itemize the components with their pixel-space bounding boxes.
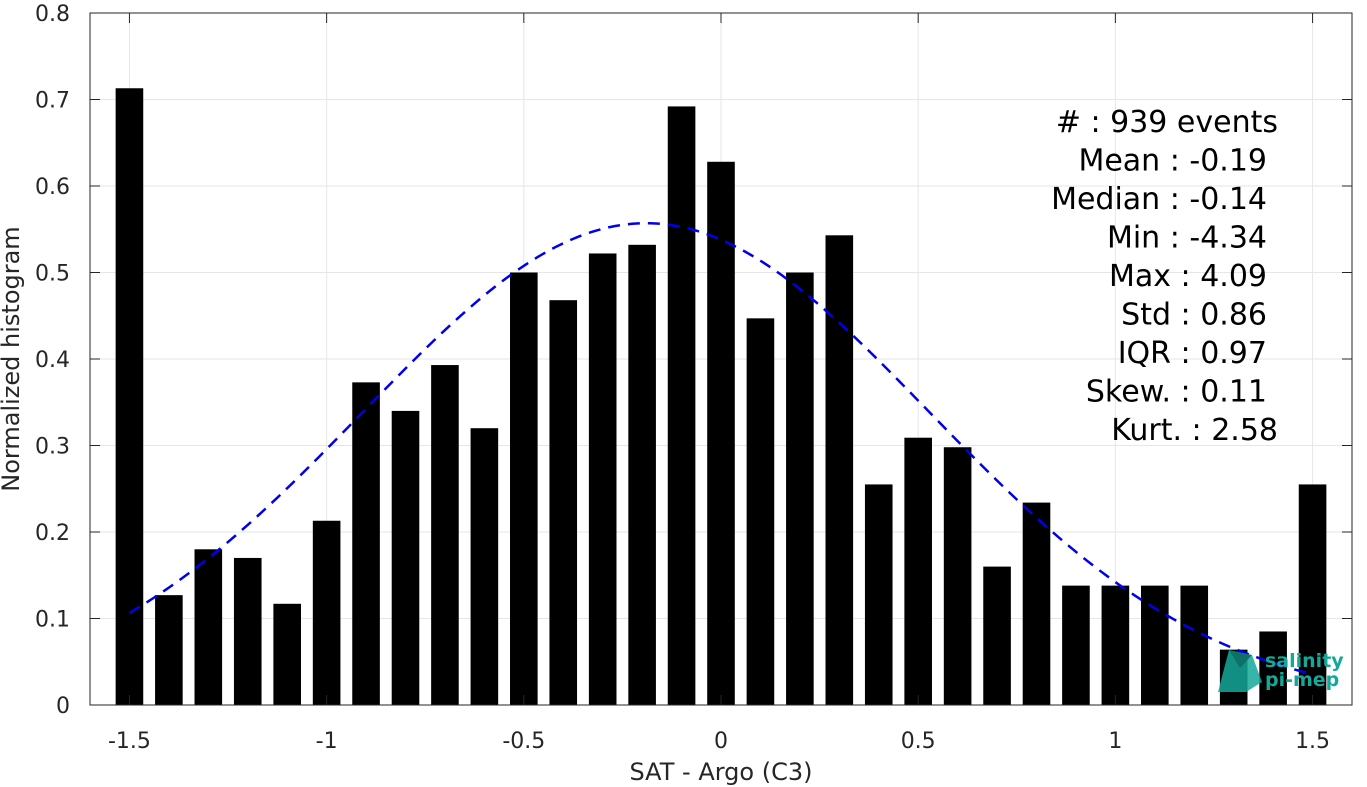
y-tick-label: 0.6 [35,175,70,200]
histogram-bar [510,272,538,705]
x-tick-labels: -1.5 -1 -0.5 0 0.5 1 1.5 [108,729,1330,754]
stat-line: IQR : 0.97 [1118,336,1267,371]
histogram-bar [352,382,380,705]
logo-emblem-shade [1229,650,1252,668]
y-tick-label: 0 [56,694,70,719]
y-tick-label: 0.2 [35,521,70,546]
histogram-bar [470,428,499,705]
stat-line: Max : 4.09 [1109,259,1267,294]
histogram-bar [943,447,972,705]
histogram-bar [155,595,183,705]
x-tick-label: 0 [714,729,728,754]
x-tick-label: -0.5 [502,729,545,754]
histogram-bar [707,161,735,705]
histogram-bar [983,566,1011,705]
y-tick-label: 0.3 [35,435,70,460]
y-tick-label: 0.7 [35,89,70,114]
histogram-bar [667,106,696,706]
logo-emblem-icon [1218,650,1262,692]
stat-line: Min : -4.34 [1107,221,1267,256]
histogram-bar [1298,484,1327,705]
histogram-bar [1259,631,1287,705]
histogram-bar [115,88,144,705]
histogram-bar [904,437,932,705]
logo-text-line1: salinity [1265,650,1344,672]
histogram-bar [194,549,223,705]
stat-line: Mean : -0.19 [1078,144,1267,179]
histogram-bar [391,410,420,705]
x-tick-label: 1.5 [1295,729,1330,754]
histogram-bar [1022,502,1051,705]
histogram-bar [273,603,301,705]
stat-line: Median : -0.14 [1051,182,1267,217]
salinity-pi-mep-logo: salinity pi-mep [1218,650,1344,692]
y-tick-label: 0.1 [35,608,70,633]
histogram-bar [1180,585,1209,705]
y-tick-label: 0.5 [35,262,70,287]
stat-line: Kurt. : 2.58 [1111,413,1278,448]
histogram-bar [1062,585,1090,705]
x-axis-label: SAT - Argo (C3) [630,758,813,786]
y-tick-labels: 0 0.1 0.2 0.3 0.4 0.5 0.6 0.7 0.8 [35,2,70,719]
axis-ticks [90,12,1352,706]
x-tick-label: 0.5 [901,729,936,754]
histogram-bar [233,557,262,705]
logo-text-line2: pi-mep [1265,669,1339,691]
stat-line: Std : 0.86 [1121,298,1267,333]
x-tick-label: -1 [316,729,338,754]
y-tick-label: 0.4 [35,348,70,373]
histogram-bar [786,272,814,705]
x-tick-label: 1 [1108,729,1122,754]
histogram-bar [588,253,617,705]
histogram-bar [746,318,775,705]
histogram-bar [864,484,893,705]
y-tick-label: 0.8 [35,2,70,27]
x-tick-label: -1.5 [108,729,151,754]
histogram-bar [1141,585,1169,705]
y-axis-label: Normalized histogram [0,226,25,491]
histogram-bar [431,365,459,705]
histogram-bar [549,300,578,705]
histogram-bar [312,520,341,705]
stat-line: # : 939 events [1056,105,1278,140]
stat-line: Skew. : 0.11 [1086,375,1267,410]
histogram-bar [1101,585,1130,705]
histogram-bar [628,244,656,705]
histogram-bar [825,235,854,705]
